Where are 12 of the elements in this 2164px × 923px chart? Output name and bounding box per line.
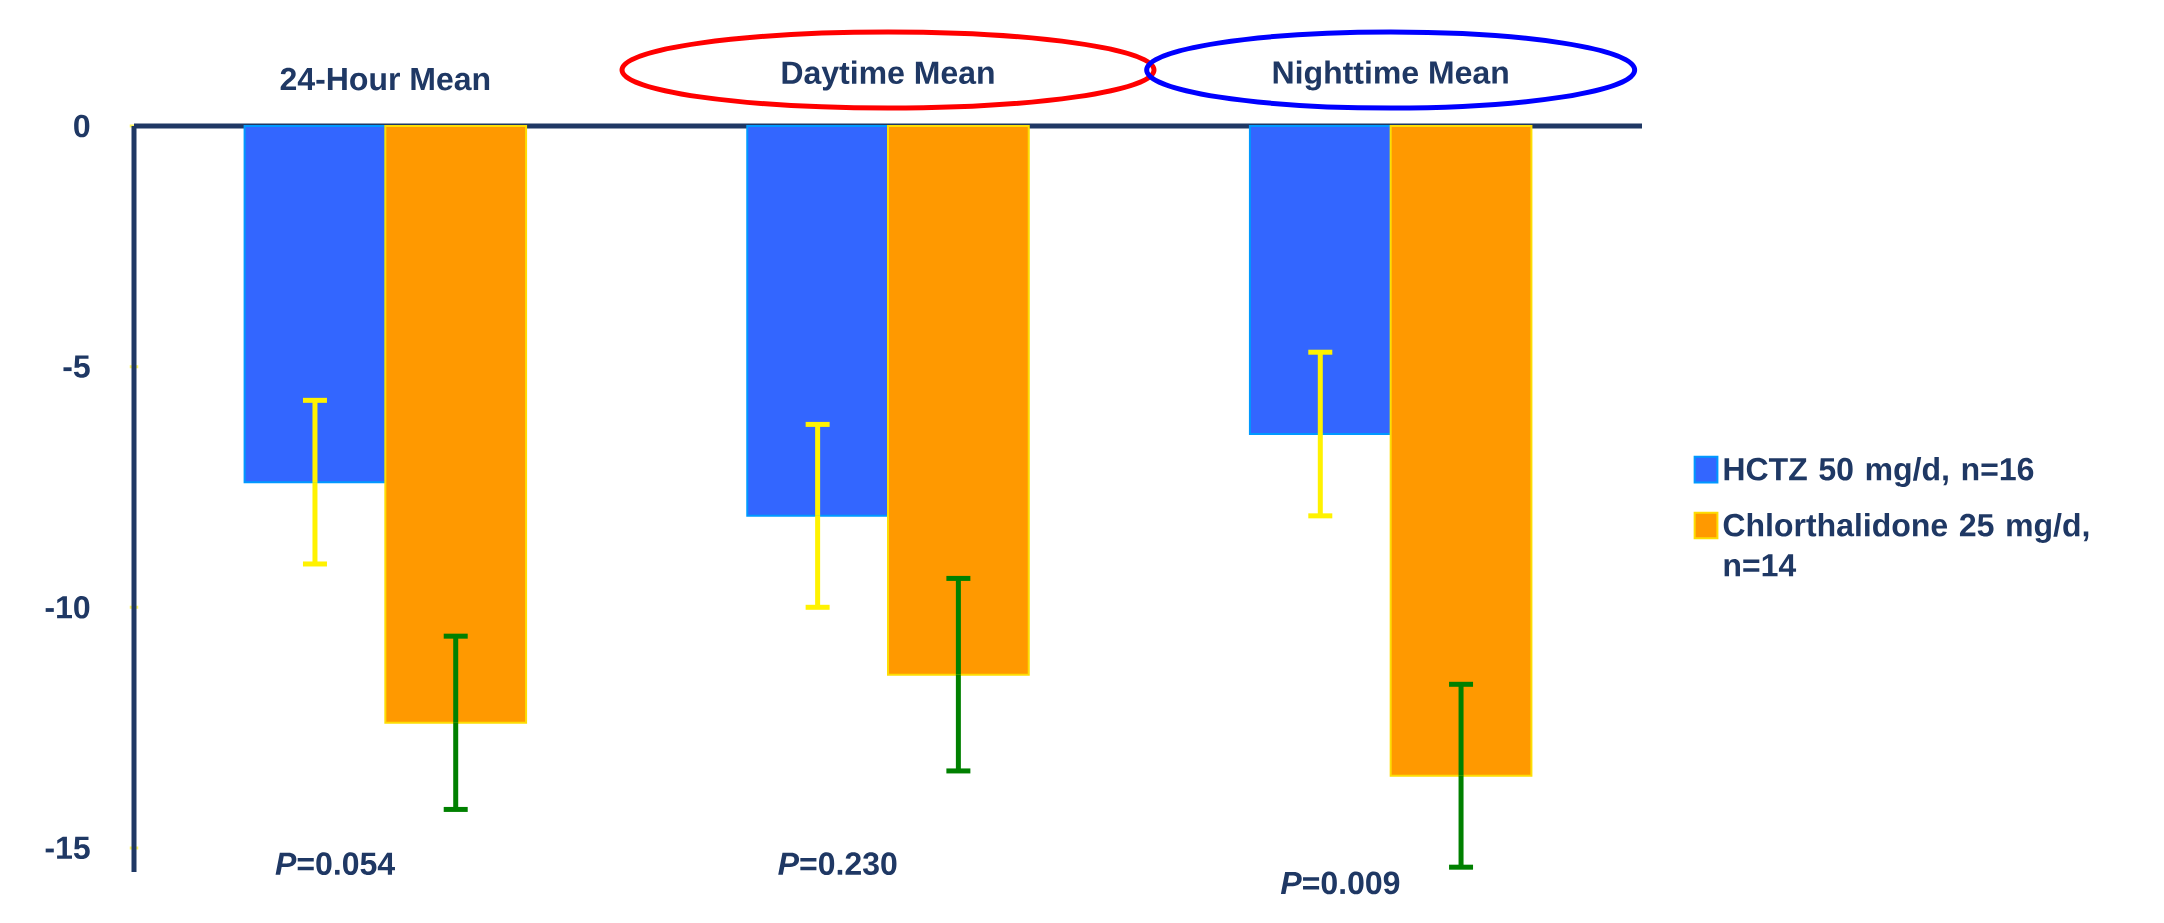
- x-tick-label: 24-Hour Mean: [280, 67, 490, 91]
- y-tick-label: -15: [45, 836, 90, 860]
- x-tick-label: Nighttime Mean: [1273, 60, 1508, 91]
- annotation: P=0.230: [778, 852, 897, 876]
- y-tick-label: -5: [63, 355, 90, 378]
- y-tick-label: 0: [74, 114, 90, 138]
- annotation: P=0.054: [275, 852, 395, 875]
- legend-label: Chlorthalidone 25 mg/d, n=14: [1723, 513, 2089, 577]
- y-tick-label: -10: [45, 595, 90, 619]
- x-tick-label: Daytime Mean: [782, 60, 994, 91]
- annotation: P=0.009: [1280, 871, 1400, 895]
- legend-label: HCTZ 50 mg/d, n=16: [1724, 457, 2034, 487]
